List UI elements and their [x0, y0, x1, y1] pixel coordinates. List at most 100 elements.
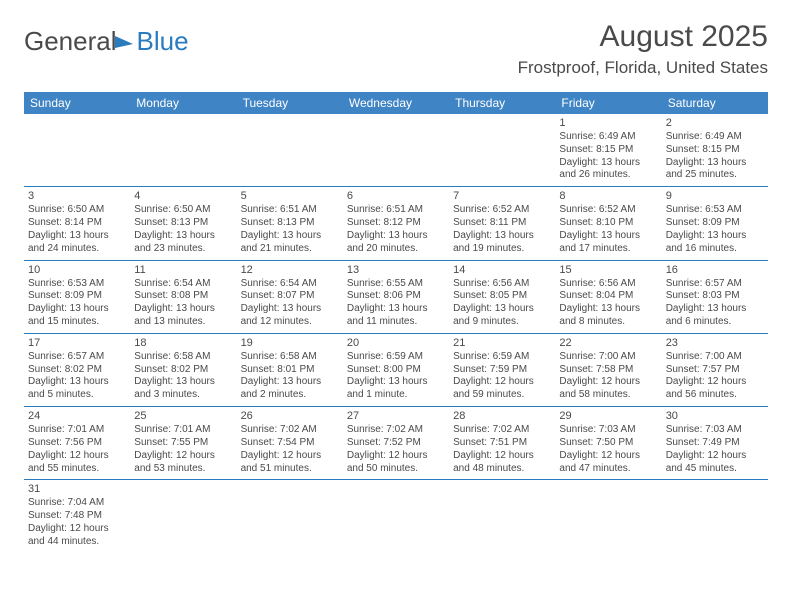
sunset-text: Sunset: 7:49 PM [666, 437, 764, 450]
sunrise-text: Sunrise: 6:59 AM [347, 351, 445, 364]
sunset-text: Sunset: 8:04 PM [559, 290, 657, 303]
daylight-text: Daylight: 12 hours and 45 minutes. [666, 450, 764, 476]
day-number: 30 [666, 409, 764, 423]
sunrise-text: Sunrise: 7:03 AM [559, 424, 657, 437]
day-number: 15 [559, 263, 657, 277]
day-number: 13 [347, 263, 445, 277]
calendar-row: 1Sunrise: 6:49 AMSunset: 8:15 PMDaylight… [24, 114, 768, 187]
calendar-cell: 10Sunrise: 6:53 AMSunset: 8:09 PMDayligh… [24, 260, 130, 333]
day-number: 20 [347, 336, 445, 350]
day-number: 27 [347, 409, 445, 423]
calendar-row: 17Sunrise: 6:57 AMSunset: 8:02 PMDayligh… [24, 333, 768, 406]
calendar-cell: 2Sunrise: 6:49 AMSunset: 8:15 PMDaylight… [662, 114, 768, 187]
calendar-cell: 18Sunrise: 6:58 AMSunset: 8:02 PMDayligh… [130, 333, 236, 406]
day-number: 10 [28, 263, 126, 277]
daylight-text: Daylight: 13 hours and 24 minutes. [28, 230, 126, 256]
day-number: 23 [666, 336, 764, 350]
logo-text-general: Genera [24, 26, 111, 57]
sunrise-text: Sunrise: 7:02 AM [453, 424, 551, 437]
day-number: 14 [453, 263, 551, 277]
sunrise-text: Sunrise: 6:51 AM [347, 204, 445, 217]
calendar-cell: 7Sunrise: 6:52 AMSunset: 8:11 PMDaylight… [449, 187, 555, 260]
daylight-text: Daylight: 12 hours and 51 minutes. [241, 450, 339, 476]
calendar-cell: 15Sunrise: 6:56 AMSunset: 8:04 PMDayligh… [555, 260, 661, 333]
calendar-cell: 1Sunrise: 6:49 AMSunset: 8:15 PMDaylight… [555, 114, 661, 187]
day-number: 21 [453, 336, 551, 350]
calendar-cell: 30Sunrise: 7:03 AMSunset: 7:49 PMDayligh… [662, 407, 768, 480]
calendar-cell [237, 480, 343, 553]
calendar-cell: 21Sunrise: 6:59 AMSunset: 7:59 PMDayligh… [449, 333, 555, 406]
calendar-cell [24, 114, 130, 187]
calendar-row: 10Sunrise: 6:53 AMSunset: 8:09 PMDayligh… [24, 260, 768, 333]
calendar-cell: 12Sunrise: 6:54 AMSunset: 8:07 PMDayligh… [237, 260, 343, 333]
sunrise-text: Sunrise: 6:49 AM [559, 131, 657, 144]
daylight-text: Daylight: 13 hours and 17 minutes. [559, 230, 657, 256]
daylight-text: Daylight: 12 hours and 48 minutes. [453, 450, 551, 476]
calendar-cell: 22Sunrise: 7:00 AMSunset: 7:58 PMDayligh… [555, 333, 661, 406]
sunrise-text: Sunrise: 6:58 AM [241, 351, 339, 364]
daylight-text: Daylight: 12 hours and 58 minutes. [559, 376, 657, 402]
calendar-cell: 11Sunrise: 6:54 AMSunset: 8:08 PMDayligh… [130, 260, 236, 333]
day-number: 31 [28, 482, 126, 496]
sunrise-text: Sunrise: 6:57 AM [666, 278, 764, 291]
calendar-cell: 31Sunrise: 7:04 AMSunset: 7:48 PMDayligh… [24, 480, 130, 553]
sunrise-text: Sunrise: 6:55 AM [347, 278, 445, 291]
daylight-text: Daylight: 12 hours and 59 minutes. [453, 376, 551, 402]
day-number: 25 [134, 409, 232, 423]
sunrise-text: Sunrise: 6:53 AM [666, 204, 764, 217]
day-number: 4 [134, 189, 232, 203]
day-number: 26 [241, 409, 339, 423]
calendar-cell: 9Sunrise: 6:53 AMSunset: 8:09 PMDaylight… [662, 187, 768, 260]
sunset-text: Sunset: 7:58 PM [559, 364, 657, 377]
daylight-text: Daylight: 12 hours and 50 minutes. [347, 450, 445, 476]
calendar-cell [130, 114, 236, 187]
day-number: 24 [28, 409, 126, 423]
sunrise-text: Sunrise: 7:00 AM [666, 351, 764, 364]
month-title: August 2025 [518, 20, 768, 54]
calendar-row: 31Sunrise: 7:04 AMSunset: 7:48 PMDayligh… [24, 480, 768, 553]
sunset-text: Sunset: 8:11 PM [453, 217, 551, 230]
daylight-text: Daylight: 13 hours and 9 minutes. [453, 303, 551, 329]
calendar-cell: 13Sunrise: 6:55 AMSunset: 8:06 PMDayligh… [343, 260, 449, 333]
calendar-cell: 6Sunrise: 6:51 AMSunset: 8:12 PMDaylight… [343, 187, 449, 260]
calendar-cell: 20Sunrise: 6:59 AMSunset: 8:00 PMDayligh… [343, 333, 449, 406]
daylight-text: Daylight: 13 hours and 23 minutes. [134, 230, 232, 256]
calendar-cell [555, 480, 661, 553]
day-number: 8 [559, 189, 657, 203]
sunrise-text: Sunrise: 6:59 AM [453, 351, 551, 364]
sunrise-text: Sunrise: 6:54 AM [241, 278, 339, 291]
sunrise-text: Sunrise: 7:04 AM [28, 497, 126, 510]
calendar-cell: 24Sunrise: 7:01 AMSunset: 7:56 PMDayligh… [24, 407, 130, 480]
calendar-cell: 3Sunrise: 6:50 AMSunset: 8:14 PMDaylight… [24, 187, 130, 260]
day-number: 3 [28, 189, 126, 203]
calendar-cell [343, 480, 449, 553]
daylight-text: Daylight: 12 hours and 47 minutes. [559, 450, 657, 476]
daylight-text: Daylight: 13 hours and 3 minutes. [134, 376, 232, 402]
sunset-text: Sunset: 8:15 PM [666, 144, 764, 157]
day-number: 2 [666, 116, 764, 130]
sunrise-text: Sunrise: 6:57 AM [28, 351, 126, 364]
sunset-text: Sunset: 8:08 PM [134, 290, 232, 303]
daylight-text: Daylight: 12 hours and 55 minutes. [28, 450, 126, 476]
calendar-cell [449, 114, 555, 187]
sunset-text: Sunset: 8:05 PM [453, 290, 551, 303]
sunset-text: Sunset: 8:07 PM [241, 290, 339, 303]
calendar-row: 24Sunrise: 7:01 AMSunset: 7:56 PMDayligh… [24, 407, 768, 480]
sunset-text: Sunset: 8:13 PM [241, 217, 339, 230]
day-number: 12 [241, 263, 339, 277]
daylight-text: Daylight: 13 hours and 2 minutes. [241, 376, 339, 402]
sunset-text: Sunset: 7:51 PM [453, 437, 551, 450]
sunset-text: Sunset: 8:09 PM [666, 217, 764, 230]
location: Frostproof, Florida, United States [518, 58, 768, 78]
sunset-text: Sunset: 8:09 PM [28, 290, 126, 303]
sunrise-text: Sunrise: 7:02 AM [347, 424, 445, 437]
sunset-text: Sunset: 8:15 PM [559, 144, 657, 157]
sunrise-text: Sunrise: 6:49 AM [666, 131, 764, 144]
sunset-text: Sunset: 7:57 PM [666, 364, 764, 377]
sunrise-text: Sunrise: 6:51 AM [241, 204, 339, 217]
sunset-text: Sunset: 7:59 PM [453, 364, 551, 377]
day-number: 22 [559, 336, 657, 350]
daylight-text: Daylight: 13 hours and 13 minutes. [134, 303, 232, 329]
calendar-cell: 27Sunrise: 7:02 AMSunset: 7:52 PMDayligh… [343, 407, 449, 480]
daylight-text: Daylight: 13 hours and 6 minutes. [666, 303, 764, 329]
